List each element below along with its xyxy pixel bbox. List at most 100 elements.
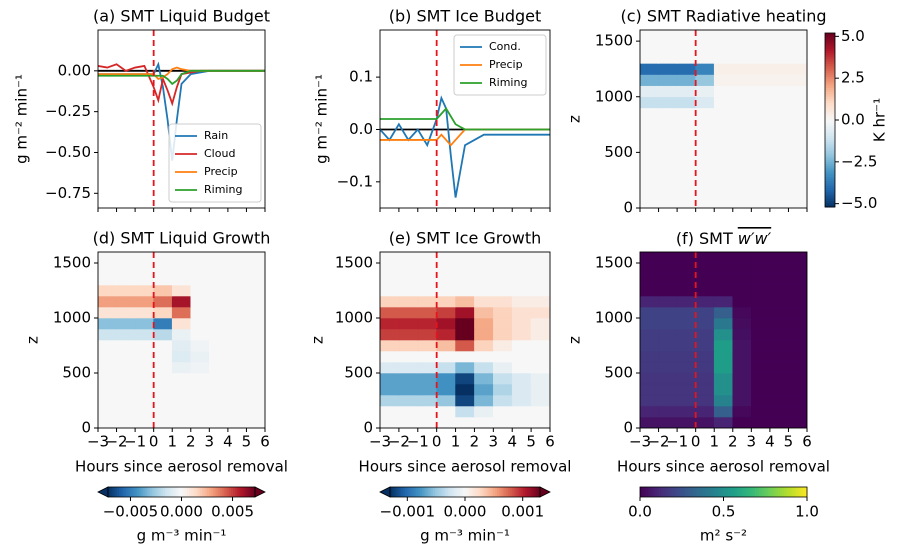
colorbar-segment [733,487,737,497]
colorbar-segment [761,487,764,497]
colorbar-segment [212,487,216,497]
heat-cell [134,350,154,363]
heat-cell [769,372,789,385]
colorbar-segment [825,154,835,158]
heat-cell [209,284,229,297]
heat-cell [788,140,807,153]
heat-cell [227,273,247,286]
heat-cell [640,63,659,75]
colorbar-segment [172,487,175,497]
heat-cell [398,273,419,286]
colorbar-segment [825,96,835,99]
heat-cell [640,416,659,428]
heat-cell [769,394,789,407]
title-text: (f) SMT [676,229,733,248]
heat-cell [134,273,154,286]
heat-cell [695,140,715,153]
plot-area [98,30,265,208]
colorbar-segment [825,72,835,75]
axes-frame [97,29,266,209]
heat-cell [190,372,210,385]
heat-cell [751,284,771,297]
heat-cell [436,405,456,418]
colorbar-segment [750,487,754,497]
heat-cell [511,273,532,286]
heat-cell [640,306,659,319]
axes-frame [379,251,551,429]
heat-cell [676,74,696,86]
colorbar-segment [825,37,835,41]
colorbar-segment [825,202,835,206]
colorbar-tick-label: 0.001 [501,503,544,521]
heat-cell [788,262,807,275]
colorbar-segment [825,113,835,117]
heat-cell [751,252,771,264]
heat-cell [676,85,696,98]
heat-cell [134,252,154,264]
colorbar-segment [442,487,445,497]
colorbar-segment [825,35,835,38]
heat-cell [769,328,789,341]
colorbar-segment [644,487,647,497]
colorbar-segment [511,487,515,497]
heat-cell [732,262,752,275]
heat-cell [171,339,192,352]
heat-cell [695,51,715,64]
heat-cell [713,51,734,64]
heat-cell [380,383,400,396]
heat-cell [474,361,494,374]
colorbar-segment [825,85,835,88]
colorbar-segment [825,170,835,173]
heat-cell [116,328,136,341]
heat-cell [511,361,532,374]
colorbar-segment [401,487,404,497]
heat-cell [380,416,400,428]
heat-cell [769,30,789,42]
heat-cell [530,383,550,396]
heat-cell [209,405,229,418]
heat-cell [658,30,678,42]
colorbar-segment [157,487,160,497]
colorbar-segment [825,163,835,167]
colorbar-segment [476,487,479,497]
heat-cell [640,129,659,142]
colorbar-segment [120,487,124,497]
heat-cell [530,361,550,374]
heat-cell [658,51,678,64]
heat-cell [695,118,715,131]
x-tick-label: −2 [647,433,669,451]
heat-cell [436,372,456,385]
colorbar-segment [170,487,173,497]
colorbar-segment [825,185,835,188]
colorbar-segment [414,487,417,497]
heat-cell [788,383,807,396]
heat-cell [530,328,550,341]
heat-cell [246,416,265,428]
heat-cell [98,339,117,352]
heat-cell [134,317,154,330]
heat-cell [246,328,265,341]
heat-cell [171,273,192,286]
heat-cell [695,361,715,374]
colorbar-segment [141,487,144,497]
heat-cell [246,394,265,407]
colorbar-segment [205,487,208,497]
heat-cell [380,328,400,341]
heat-cell [98,328,117,341]
colorbar-segment [825,141,835,145]
heat-cell [530,295,550,308]
heat-cell [658,394,678,407]
colorbar-segment [671,487,674,497]
heat-cell [751,51,771,64]
colorbar-segment [825,41,835,45]
heat-cell [436,262,456,275]
heat-cell [380,394,400,407]
heat-cell [190,383,210,396]
heat-cell [695,252,715,264]
heat-cell [769,107,789,120]
heat-cell [658,140,678,153]
legend-box [168,123,262,203]
y-tick-label: 500 [604,143,633,161]
heat-cell [658,295,678,308]
heat-cell [98,383,117,396]
